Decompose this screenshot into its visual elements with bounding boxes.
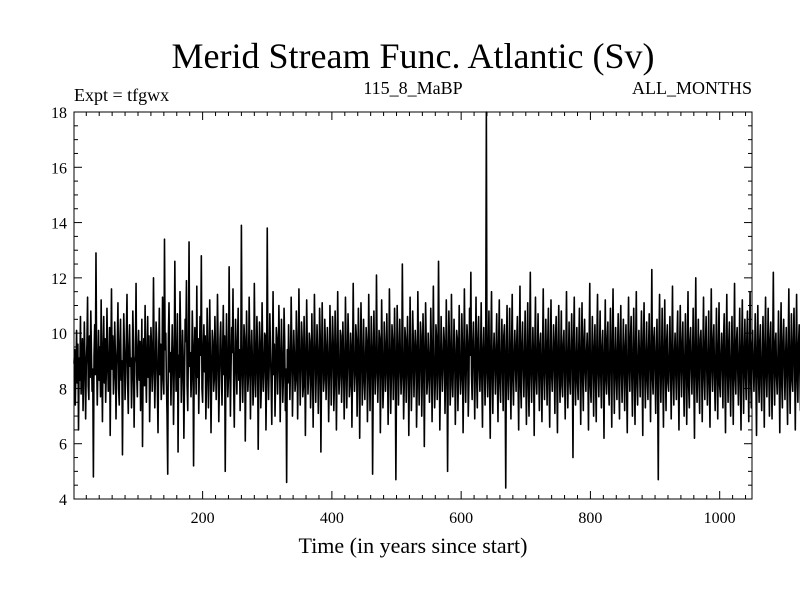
x-tick-label: 800 bbox=[578, 510, 602, 527]
y-tick-label: 4 bbox=[59, 492, 67, 509]
y-tick-label: 14 bbox=[51, 216, 67, 233]
y-tick-label: 16 bbox=[51, 160, 67, 177]
x-tick-label: 400 bbox=[320, 510, 344, 527]
y-tick-label: 10 bbox=[51, 326, 67, 343]
y-tick-label: 8 bbox=[59, 381, 67, 398]
subtitle-right: ALL_MONTHS bbox=[632, 78, 752, 98]
subtitle-center: 115_8_MaBP bbox=[363, 78, 462, 98]
series-line bbox=[73, 111, 800, 489]
x-axis-label: Time (in years since start) bbox=[299, 533, 528, 558]
chart-title: Merid Stream Func. Atlantic (Sv) bbox=[172, 36, 655, 76]
y-tick-label: 12 bbox=[51, 271, 67, 288]
subtitle-left: Expt = tfgwx bbox=[74, 85, 169, 105]
y-tick-label: 18 bbox=[51, 105, 67, 122]
plot-area: 200 400 600 800 1000 4 6 8 10 12 14 16 18 bbox=[51, 105, 800, 527]
x-tick-label: 600 bbox=[449, 510, 473, 527]
y-tick-label: 6 bbox=[59, 437, 67, 454]
x-tick-label: 200 bbox=[191, 510, 215, 527]
x-tick-label: 1000 bbox=[704, 510, 736, 527]
